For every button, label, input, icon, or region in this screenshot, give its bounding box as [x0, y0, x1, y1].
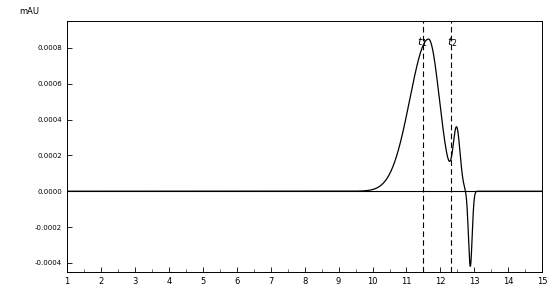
- Text: $t_1$: $t_1$: [417, 35, 428, 49]
- Text: $t_2$: $t_2$: [447, 35, 458, 49]
- Y-axis label: mAU: mAU: [19, 7, 39, 16]
